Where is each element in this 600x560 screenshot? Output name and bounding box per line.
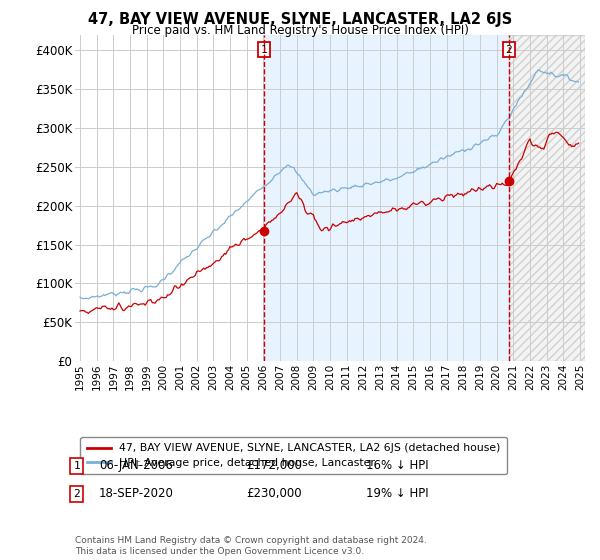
Bar [264, 35, 509, 361]
Text: 1: 1 [73, 461, 80, 471]
Bar [509, 35, 585, 361]
Text: 06-JAN-2006: 06-JAN-2006 [99, 459, 173, 473]
Text: 19% ↓ HPI: 19% ↓ HPI [366, 487, 428, 501]
Text: Contains HM Land Registry data © Crown copyright and database right 2024.
This d: Contains HM Land Registry data © Crown c… [75, 536, 427, 556]
Text: £172,000: £172,000 [246, 459, 302, 473]
Legend: 47, BAY VIEW AVENUE, SLYNE, LANCASTER, LA2 6JS (detached house), HPI: Average pr: 47, BAY VIEW AVENUE, SLYNE, LANCASTER, L… [80, 437, 507, 474]
Bar [509, 35, 585, 361]
Text: 18-SEP-2020: 18-SEP-2020 [99, 487, 174, 501]
Text: 2: 2 [73, 489, 80, 499]
Text: 16% ↓ HPI: 16% ↓ HPI [366, 459, 428, 473]
Text: 2: 2 [505, 44, 512, 54]
Text: £230,000: £230,000 [246, 487, 302, 501]
Text: 47, BAY VIEW AVENUE, SLYNE, LANCASTER, LA2 6JS: 47, BAY VIEW AVENUE, SLYNE, LANCASTER, L… [88, 12, 512, 27]
Text: Price paid vs. HM Land Registry's House Price Index (HPI): Price paid vs. HM Land Registry's House … [131, 24, 469, 36]
Text: 1: 1 [260, 44, 268, 54]
